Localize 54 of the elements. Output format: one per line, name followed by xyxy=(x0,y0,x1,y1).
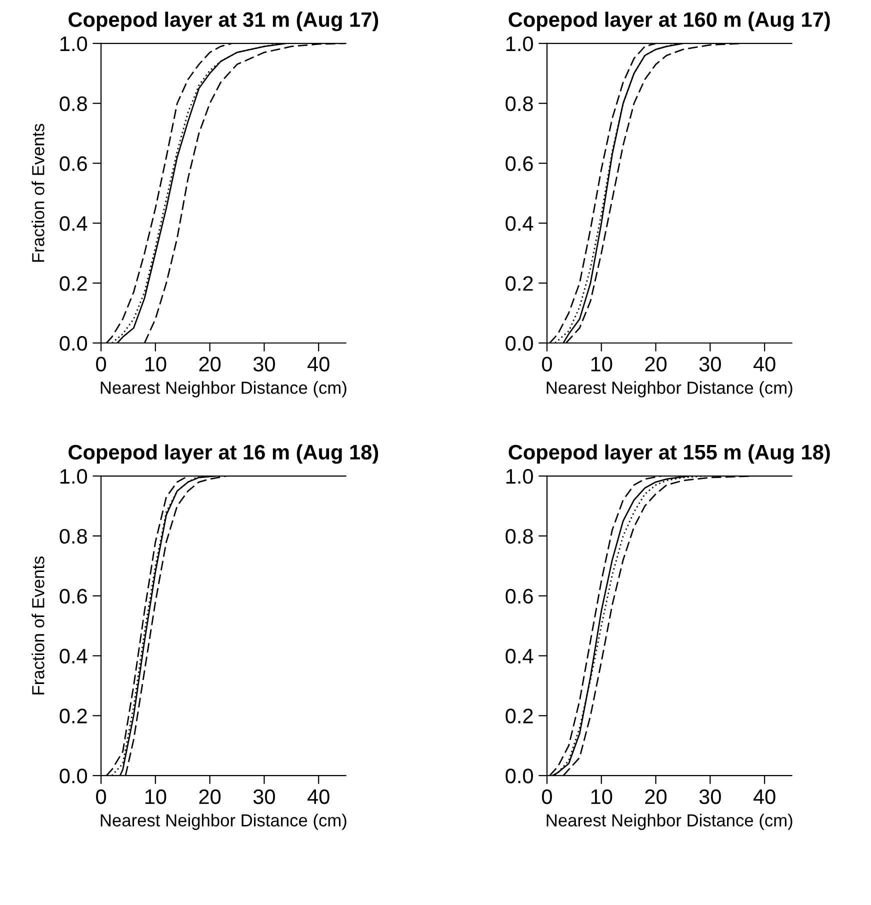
y-tick-label: 0.8 xyxy=(60,528,87,544)
y-tick-label: 0.0 xyxy=(60,768,88,784)
x-tick-label: 20 xyxy=(645,789,667,804)
x-axis-title: Nearest Neighbor Distance (cm) xyxy=(546,381,792,398)
x-tick-label: 0 xyxy=(96,356,106,372)
y-tick-label: 0.4 xyxy=(506,216,534,231)
y-tick-label: 0.4 xyxy=(506,648,534,664)
x-tick-label: 30 xyxy=(699,356,721,372)
x-axis-title: Nearest Neighbor Distance (cm) xyxy=(100,381,346,398)
y-tick-label: 0.0 xyxy=(506,336,533,351)
y-tick-label: 0.6 xyxy=(506,156,533,172)
x-tick-label: 20 xyxy=(199,789,221,804)
x-tick-label: 10 xyxy=(145,789,166,804)
y-tick-label: 0.8 xyxy=(506,96,533,112)
x-tick-label: 10 xyxy=(145,356,166,372)
x-tick-label: 30 xyxy=(699,789,721,804)
chart-title: Copepod layer at 31 m (Aug 17) xyxy=(68,12,378,32)
x-tick-label: 30 xyxy=(253,356,275,372)
y-tick-label: 0.6 xyxy=(506,588,533,604)
x-tick-label: 0 xyxy=(542,789,552,804)
x-tick-label: 10 xyxy=(591,789,612,804)
y-tick-label: 0.4 xyxy=(60,648,88,664)
y-axis-title: Fraction of Events xyxy=(32,124,44,262)
x-tick-label: 40 xyxy=(753,789,776,804)
x-tick-label: 20 xyxy=(199,356,221,372)
x-tick-label: 0 xyxy=(542,356,552,372)
y-axis-title: Fraction of Events xyxy=(32,556,44,694)
y-tick-label: 0.0 xyxy=(506,768,533,784)
x-tick-label: 40 xyxy=(307,789,330,804)
y-tick-label: 0.2 xyxy=(506,276,533,291)
x-tick-label: 20 xyxy=(645,356,667,372)
y-tick-label: 0.2 xyxy=(60,276,87,291)
x-tick-label: 0 xyxy=(96,789,106,804)
x-tick-label: 30 xyxy=(253,789,275,804)
y-tick-label: 0.4 xyxy=(60,216,88,231)
x-tick-label: 10 xyxy=(591,356,612,372)
y-tick-label: 1.0 xyxy=(506,36,533,52)
x-axis-title: Nearest Neighbor Distance (cm) xyxy=(546,814,792,830)
y-tick-label: 1.0 xyxy=(506,469,533,484)
y-tick-label: 0.6 xyxy=(60,588,87,604)
x-tick-label: 40 xyxy=(307,356,330,372)
y-tick-label: 0.6 xyxy=(60,156,87,172)
chart-title: Copepod layer at 160 m (Aug 17) xyxy=(508,12,830,32)
y-tick-label: 0.8 xyxy=(60,96,87,112)
y-tick-label: 1.0 xyxy=(60,469,88,484)
y-tick-label: 0.0 xyxy=(60,336,88,351)
x-tick-label: 40 xyxy=(753,356,776,372)
chart-title: Copepod layer at 155 m (Aug 18) xyxy=(508,444,830,464)
y-tick-label: 0.8 xyxy=(506,528,533,544)
y-tick-label: 0.2 xyxy=(506,708,533,724)
x-axis-title: Nearest Neighbor Distance (cm) xyxy=(100,814,346,830)
y-tick-label: 1.0 xyxy=(60,36,88,52)
y-tick-label: 0.2 xyxy=(60,708,87,724)
chart-title: Copepod layer at 16 m (Aug 18) xyxy=(68,444,378,464)
